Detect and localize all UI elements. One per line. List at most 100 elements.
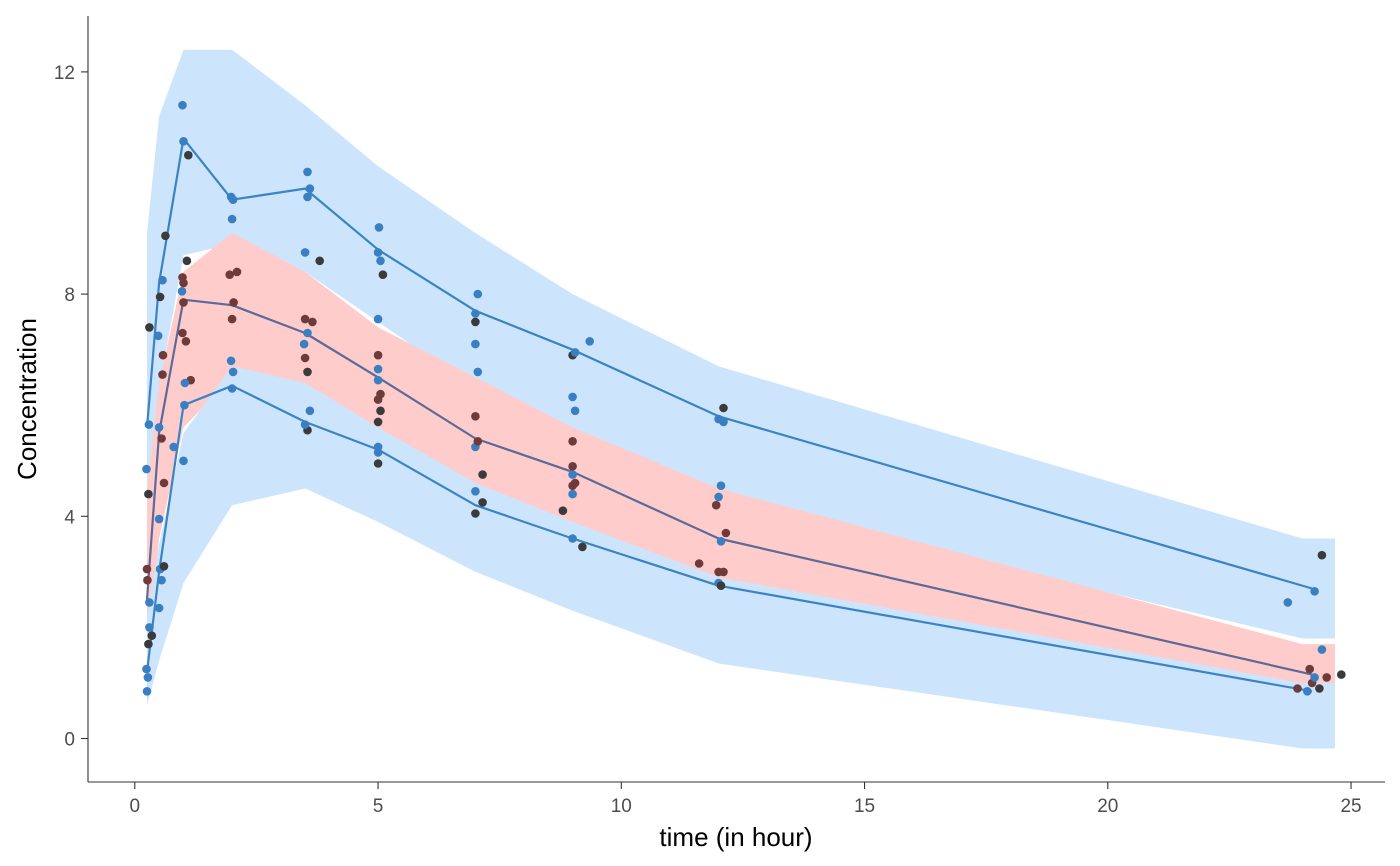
data-point — [303, 192, 312, 202]
data-point — [471, 487, 480, 496]
data-point — [225, 270, 234, 280]
data-point — [568, 534, 577, 543]
data-point — [229, 298, 238, 307]
data-point — [184, 150, 193, 160]
data-point — [144, 420, 154, 429]
data-point — [373, 442, 383, 452]
data-point — [568, 489, 577, 499]
data-point — [1310, 673, 1319, 682]
data-point — [228, 367, 238, 377]
data-point — [226, 356, 236, 366]
data-point — [300, 314, 310, 324]
data-point — [570, 348, 580, 357]
data-point — [154, 603, 164, 613]
data-point — [716, 581, 726, 590]
data-point — [182, 256, 192, 266]
data-point — [570, 478, 580, 488]
data-point — [471, 339, 480, 349]
data-point — [178, 273, 187, 282]
data-point — [155, 292, 165, 302]
y-tick-label: 4 — [64, 507, 75, 528]
data-point — [178, 100, 187, 110]
data-point — [179, 298, 188, 307]
data-point — [303, 328, 312, 338]
data-point — [154, 423, 164, 432]
data-point — [142, 664, 151, 674]
x-tick-label: 0 — [130, 796, 141, 817]
data-point — [145, 598, 154, 607]
data-point — [374, 223, 384, 232]
data-point — [714, 492, 723, 502]
data-point — [716, 481, 726, 491]
band-median-PI — [147, 233, 1335, 695]
data-point — [568, 470, 577, 479]
y-tick-label: 0 — [64, 730, 75, 751]
data-point — [719, 567, 728, 577]
data-point — [373, 375, 383, 385]
data-point — [308, 317, 317, 327]
data-point — [376, 389, 385, 399]
data-point — [471, 317, 480, 327]
data-point — [721, 528, 731, 538]
line-median-observed — [145, 298, 1313, 676]
x-tick-label: 5 — [373, 796, 384, 817]
data-point — [157, 575, 166, 585]
data-point — [376, 256, 385, 266]
data-point — [159, 478, 169, 488]
data-point — [471, 412, 480, 421]
data-point — [300, 353, 310, 363]
data-point — [471, 309, 480, 318]
data-point — [180, 400, 189, 410]
data-point — [161, 231, 170, 241]
data-point — [179, 137, 188, 146]
data-point — [568, 462, 577, 471]
data-point — [478, 498, 487, 507]
data-point — [585, 337, 594, 346]
line-lower-observed — [145, 384, 1313, 693]
y-tick-label: 12 — [54, 63, 75, 84]
data-point — [1303, 687, 1312, 696]
data-point — [300, 420, 310, 429]
data-point — [305, 184, 315, 193]
observation-points — [142, 100, 1346, 696]
data-point — [315, 256, 325, 266]
data-point — [180, 378, 190, 388]
y-tick-label: 8 — [64, 285, 75, 306]
data-point — [145, 623, 154, 632]
data-point — [373, 364, 383, 374]
data-point — [227, 314, 237, 324]
data-point — [144, 639, 153, 649]
data-point — [147, 631, 157, 640]
data-point — [558, 506, 568, 515]
data-point — [373, 314, 383, 324]
data-point — [227, 214, 237, 224]
data-point — [578, 542, 587, 552]
data-point — [181, 337, 191, 346]
data-point — [157, 434, 166, 443]
data-point — [305, 406, 315, 416]
data-point — [473, 437, 483, 446]
band-lower-PI — [147, 366, 1335, 749]
data-point — [1317, 645, 1327, 654]
data-point — [299, 339, 309, 349]
data-point — [1322, 673, 1331, 682]
data-point — [694, 559, 704, 568]
data-point — [478, 470, 487, 479]
data-point — [373, 417, 383, 427]
prediction-interval-bands — [147, 49, 1335, 749]
data-point — [178, 328, 187, 338]
x-tick-label: 10 — [611, 796, 632, 817]
data-point — [227, 384, 237, 393]
axis-ticks: 0 5 10 15 20 25 0 4 8 12 — [54, 63, 1362, 817]
data-point — [303, 367, 312, 377]
data-point — [144, 489, 153, 499]
data-point — [1317, 550, 1327, 560]
data-point — [143, 575, 152, 585]
data-point — [158, 275, 167, 285]
band-upper-PI — [147, 49, 1335, 639]
y-axis-title: Concentration — [12, 318, 42, 480]
data-point — [158, 350, 168, 360]
data-point — [1337, 670, 1346, 679]
observed-percentile-lines — [145, 137, 1313, 693]
